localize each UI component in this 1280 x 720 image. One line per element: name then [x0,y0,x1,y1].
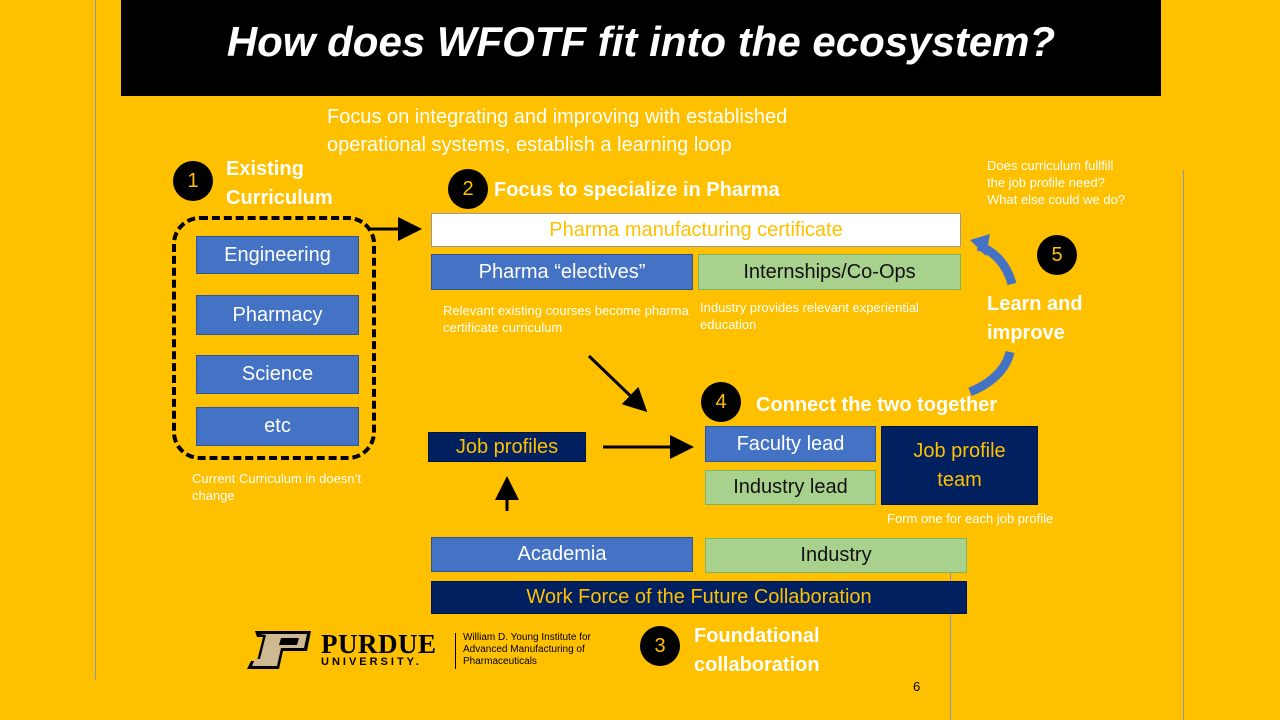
step-5-heading: Learn and improve [987,293,1083,344]
team-note: Form one for each job profile [887,511,1054,526]
guide-line-left [95,0,96,680]
step-4-badge: 4 [701,382,741,422]
guide-line-right [1183,170,1184,720]
job-profiles-box: Job profiles [428,432,586,462]
title-bar [121,0,1161,96]
pharma-certificate-box: Pharma manufacturing certificate [431,213,961,247]
purdue-university-text: UNIVERSITY. [321,656,422,668]
step-2-badge: 2 [448,169,488,209]
slide-subtitle: Focus on integrating and improving with … [327,106,788,156]
collaboration-box: Work Force of the Future Collaboration [431,581,967,614]
pharma-electives-box: Pharma “electives” [431,254,693,290]
curriculum-group [172,216,376,460]
arrow-electives-to-connect [587,354,648,413]
step-3-heading: Foundational collaboration [694,625,820,676]
purdue-wordmark: PURDUE [321,629,437,659]
faculty-lead-box: Faculty lead [705,426,876,462]
curved-arrow-lower [968,350,1015,397]
slide-title: How does WFOTF fit into the ecosystem? [226,18,1056,65]
internships-note: Industry provides relevant experiential … [700,300,919,332]
course-etc: etc [196,407,359,446]
guide-line-mid [950,560,951,720]
step-1-badge: 1 [173,161,213,201]
industry-lead-box: Industry lead [705,470,876,505]
curved-arrow-upper-head [970,234,990,256]
institute-name: William D. Young Institute for Advanced … [463,632,591,667]
curriculum-note: Current Curriculum in doesn’t change [192,471,362,503]
step-3-badge: 3 [640,626,680,666]
page-number: 6 [913,679,921,694]
step-4-heading: Connect the two together [756,394,998,416]
course-pharmacy: Pharmacy [196,295,359,335]
logo-divider [455,633,456,669]
step-5-badge: 5 [1037,235,1077,275]
course-engineering: Engineering [196,236,359,274]
purdue-p-logo-icon [247,631,311,669]
academia-box: Academia [431,537,693,572]
step-1-heading: Existing Curriculum [226,158,333,209]
electives-note: Relevant existing courses become pharma … [443,303,689,335]
internships-box: Internships/Co-Ops [698,254,961,290]
learn-question: Does curriculum fullfill the job profile… [987,158,1126,207]
step-2-heading: Focus to specialize in Pharma [494,179,780,201]
job-profile-team-box: Job profile team [881,426,1038,505]
course-science: Science [196,355,359,394]
industry-box: Industry [705,538,967,573]
